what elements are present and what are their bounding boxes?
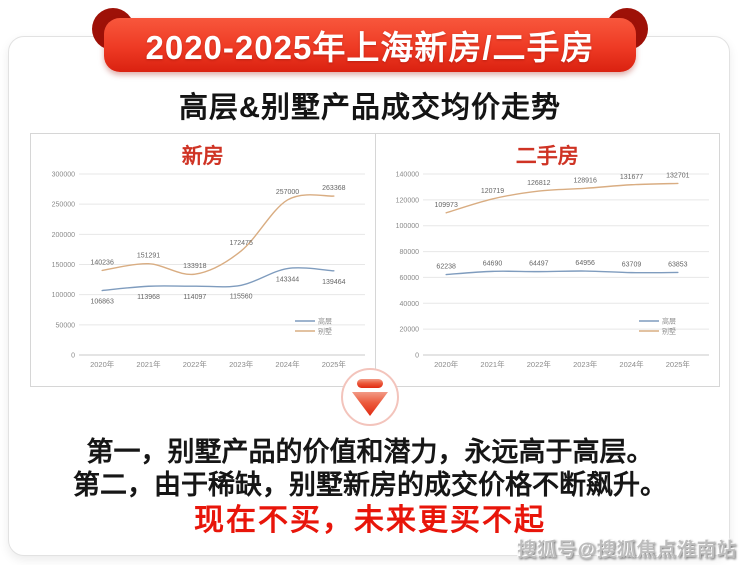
svg-text:128916: 128916	[574, 177, 597, 184]
svg-text:2020年: 2020年	[434, 359, 459, 369]
svg-text:2021年: 2021年	[136, 359, 161, 369]
svg-text:100000: 100000	[396, 223, 419, 230]
svg-text:2024年: 2024年	[620, 359, 645, 369]
svg-text:60000: 60000	[400, 275, 420, 282]
svg-text:151291: 151291	[137, 253, 160, 260]
svg-text:高层: 高层	[318, 317, 332, 326]
svg-text:115560: 115560	[229, 293, 252, 300]
svg-text:2024年: 2024年	[275, 359, 300, 369]
svg-text:0: 0	[71, 353, 75, 360]
conclusion-line-2: 第二，由于稀缺，别墅新房的成交价格不断飙升。	[73, 470, 667, 500]
svg-text:高层: 高层	[662, 317, 676, 326]
series-高层: 62238 64690 64497 64956 63709 63853	[437, 260, 688, 276]
svg-text:64956: 64956	[576, 260, 596, 267]
x-axis-labels: 2020年 2021年 2022年 2023年 2024年 2025年	[90, 359, 346, 369]
banner-body: 2020-2025年上海新房/二手房	[104, 18, 636, 72]
conclusion-line-1: 第一，别墅产品的价值和潜力，永远高于高层。	[86, 437, 654, 467]
down-arrow-icon	[341, 368, 399, 426]
series-别墅: 109973 120719 126812 128916 131677 132701	[435, 172, 690, 214]
svg-text:140236: 140236	[90, 259, 113, 266]
svg-text:140000: 140000	[396, 172, 419, 179]
svg-text:0: 0	[415, 353, 419, 360]
svg-text:120719: 120719	[481, 188, 504, 195]
svg-text:2022年: 2022年	[527, 359, 552, 369]
chart-panel: 新房 0 50000 100000 150000 200000 250000 300000 2…	[30, 133, 720, 387]
svg-text:40000: 40000	[400, 301, 420, 308]
svg-text:106863: 106863	[90, 299, 113, 306]
svg-text:300000: 300000	[51, 172, 74, 179]
svg-text:257000: 257000	[276, 189, 299, 196]
svg-text:63709: 63709	[622, 262, 642, 269]
chart-second-hand: 二手房 0 20000 40000 60000 80000 100000 120000 140…	[376, 134, 720, 386]
svg-text:2020年: 2020年	[90, 359, 115, 369]
svg-text:139464: 139464	[322, 279, 345, 286]
svg-text:63853: 63853	[668, 261, 688, 268]
second-hand-line-chart: 0 20000 40000 60000 80000 100000 120000 140000 2…	[396, 172, 710, 369]
svg-text:263368: 263368	[322, 185, 345, 192]
svg-text:2025年: 2025年	[321, 359, 346, 369]
svg-text:20000: 20000	[400, 327, 420, 334]
svg-text:64497: 64497	[529, 261, 549, 268]
chart-title-new-homes: 新房	[181, 145, 224, 168]
chart-new-homes: 新房 0 50000 100000 150000 200000 250000 300000 2…	[31, 134, 376, 386]
svg-text:100000: 100000	[51, 292, 74, 299]
svg-text:别墅: 别墅	[662, 327, 676, 336]
svg-text:200000: 200000	[51, 232, 74, 239]
svg-text:2022年: 2022年	[182, 359, 207, 369]
svg-text:2025年: 2025年	[666, 359, 691, 369]
svg-text:别墅: 别墅	[318, 327, 332, 336]
svg-text:2021年: 2021年	[481, 359, 506, 369]
svg-text:109973: 109973	[435, 202, 458, 209]
svg-text:131677: 131677	[620, 174, 643, 181]
svg-text:133918: 133918	[183, 263, 206, 270]
svg-text:80000: 80000	[400, 249, 420, 256]
banner-ribbon: 2020-2025年上海新房/二手房	[92, 8, 648, 72]
svg-text:64690: 64690	[483, 260, 503, 267]
watermark: 搜狐号@搜狐焦点淮南站	[517, 540, 737, 561]
svg-text:2023年: 2023年	[573, 359, 598, 369]
series-别墅: 140236 151291 133918 172475 257000 263368	[90, 185, 345, 276]
svg-text:113968: 113968	[137, 294, 160, 301]
svg-text:143344: 143344	[276, 277, 299, 284]
banner-title: 2020-2025年上海新房/二手房	[145, 29, 595, 66]
conclusion-highlight: 现在不买，未来更买不起	[194, 504, 546, 537]
svg-text:132701: 132701	[666, 172, 689, 179]
svg-text:2023年: 2023年	[229, 359, 254, 369]
svg-text:62238: 62238	[437, 264, 457, 271]
x-axis-labels: 2020年 2021年 2022年 2023年 2024年 2025年	[434, 359, 690, 369]
chart-title-second-hand: 二手房	[515, 145, 579, 168]
svg-text:114097: 114097	[183, 294, 206, 301]
down-arrow-svg	[352, 379, 388, 416]
page-title: 高层&别墅产品成交均价走势	[179, 92, 561, 124]
svg-text:172475: 172475	[229, 240, 252, 247]
svg-text:50000: 50000	[55, 322, 75, 329]
new-homes-line-chart: 0 50000 100000 150000 200000 250000 300000 2020…	[51, 172, 365, 369]
svg-text:150000: 150000	[51, 262, 74, 269]
svg-text:250000: 250000	[51, 202, 74, 209]
svg-text:120000: 120000	[396, 197, 419, 204]
svg-text:126812: 126812	[527, 180, 550, 187]
grid-and-axes: 0 20000 40000 60000 80000 100000 120000 140000	[396, 172, 710, 360]
conclusion: 第一，别墅产品的价值和潜力，永远高于高层。 第二，由于稀缺，别墅新房的成交价格不…	[0, 436, 740, 539]
series-高层: 106863 113968 114097 115560 143344 139464	[90, 267, 345, 306]
